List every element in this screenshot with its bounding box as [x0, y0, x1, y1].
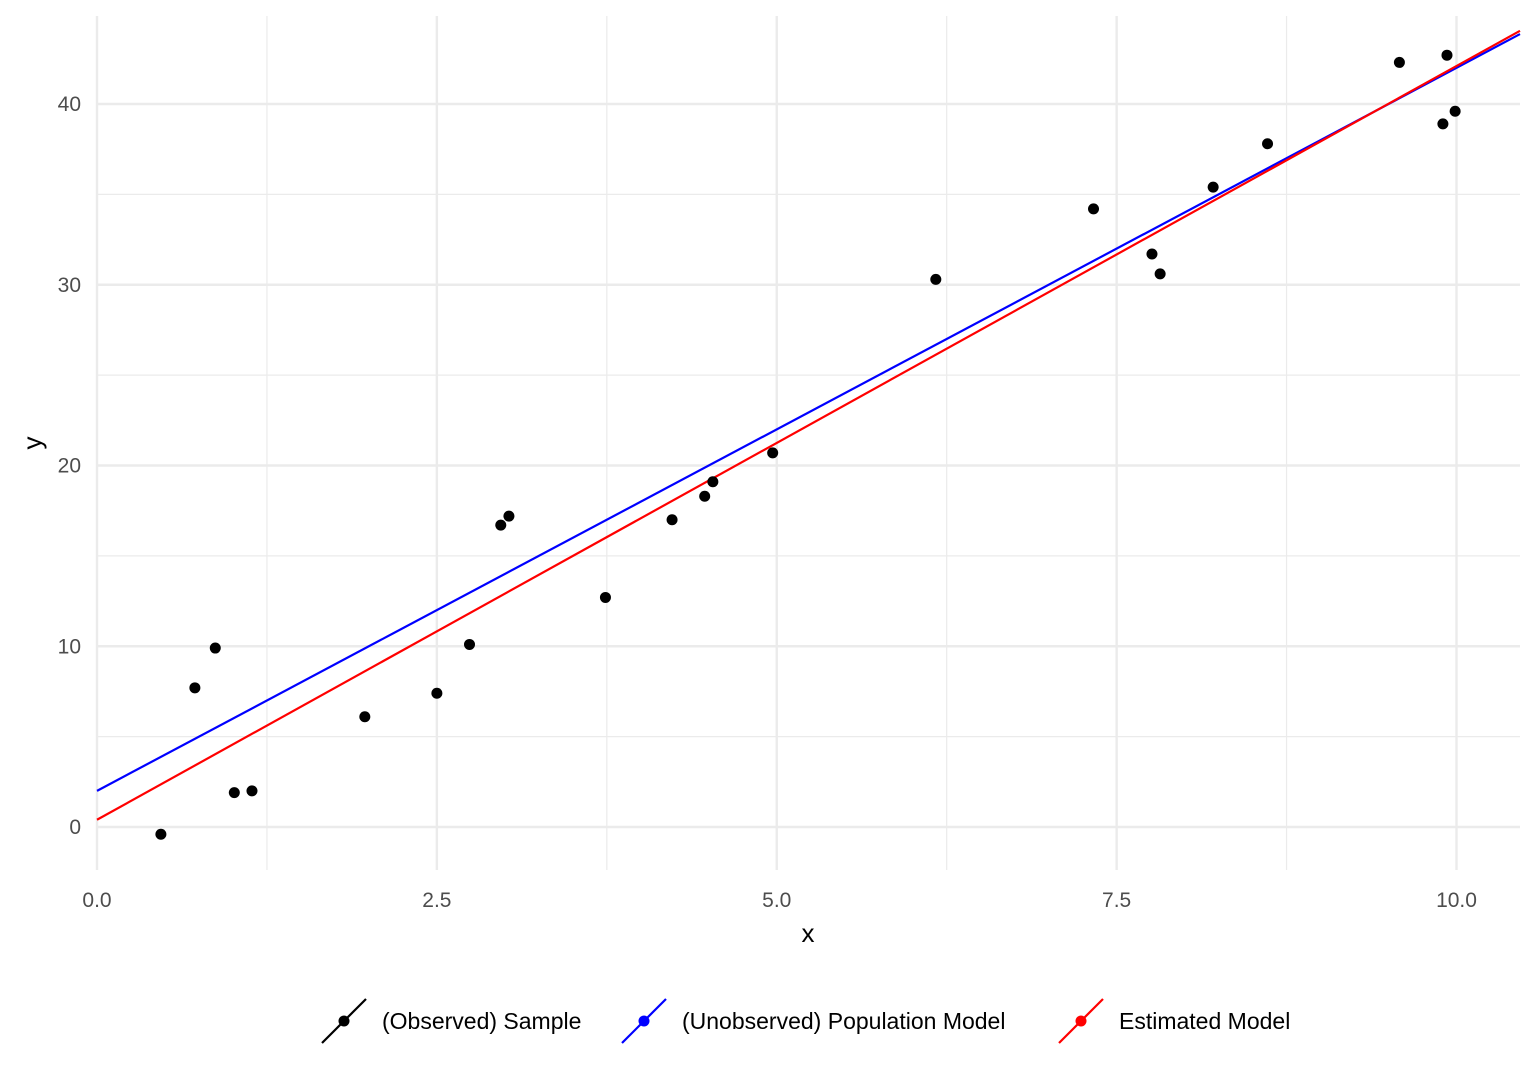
x-axis-ticks: 0.0 2.5 5.0 7.5 10.0: [82, 889, 1477, 912]
legend: (Observed) Sample (Unobserved) Population…: [321, 998, 1290, 1044]
legend-item: Estimated Model: [1058, 998, 1290, 1044]
y-tick-label: 20: [58, 455, 81, 478]
legend-item: (Observed) Sample: [321, 998, 581, 1044]
sample-point: [1146, 248, 1158, 260]
y-tick-label: 10: [58, 635, 81, 658]
sample-point: [699, 490, 711, 502]
sample-point: [246, 785, 258, 797]
model-line: [96, 33, 1521, 792]
y-axis-title: y: [17, 437, 47, 450]
y-tick-label: 40: [58, 93, 81, 116]
x-tick-label: 2.5: [422, 889, 451, 912]
major-gridlines: [95, 16, 1520, 870]
sample-point: [599, 591, 611, 603]
y-tick-label: 0: [69, 816, 81, 839]
y-tick-label: 30: [58, 274, 81, 297]
sample-point: [767, 447, 779, 459]
legend-key-point: [338, 1015, 350, 1027]
sample-point: [1449, 105, 1461, 117]
sample-point: [495, 519, 507, 531]
sample-point: [666, 514, 678, 526]
legend-label: (Unobserved) Population Model: [682, 1008, 1005, 1034]
x-axis-title: x: [802, 918, 815, 948]
legend-item: (Unobserved) Population Model: [621, 998, 1005, 1044]
x-tick-label: 0.0: [82, 889, 111, 912]
sample-point: [1437, 118, 1449, 130]
legend-label: (Observed) Sample: [382, 1008, 581, 1034]
sample-point: [707, 476, 719, 488]
x-tick-label: 7.5: [1102, 889, 1131, 912]
sample-point: [189, 682, 201, 694]
sample-point: [1262, 138, 1274, 150]
legend-label: Estimated Model: [1119, 1008, 1290, 1034]
model-lines: [96, 29, 1521, 821]
minor-gridlines: [97, 16, 1520, 870]
sample-point: [1207, 181, 1219, 193]
y-axis-ticks: 0 10 20 30 40: [58, 93, 81, 839]
x-tick-label: 10.0: [1436, 889, 1477, 912]
sample-point: [359, 711, 371, 723]
x-tick-label: 5.0: [762, 889, 791, 912]
legend-key-point: [1075, 1015, 1087, 1027]
sample-point: [228, 787, 240, 799]
sample-point: [930, 273, 942, 285]
sample-point: [1441, 49, 1453, 61]
sample-point: [1088, 203, 1100, 215]
sample-point: [209, 642, 221, 654]
sample-point: [155, 828, 167, 840]
sample-point: [1393, 56, 1405, 68]
sample-point: [1154, 268, 1166, 280]
sample-point: [503, 510, 515, 522]
sample-points: [155, 49, 1461, 840]
sample-point: [464, 638, 476, 650]
sample-point: [431, 687, 443, 699]
legend-key-point: [638, 1015, 650, 1027]
model-line: [96, 29, 1521, 821]
